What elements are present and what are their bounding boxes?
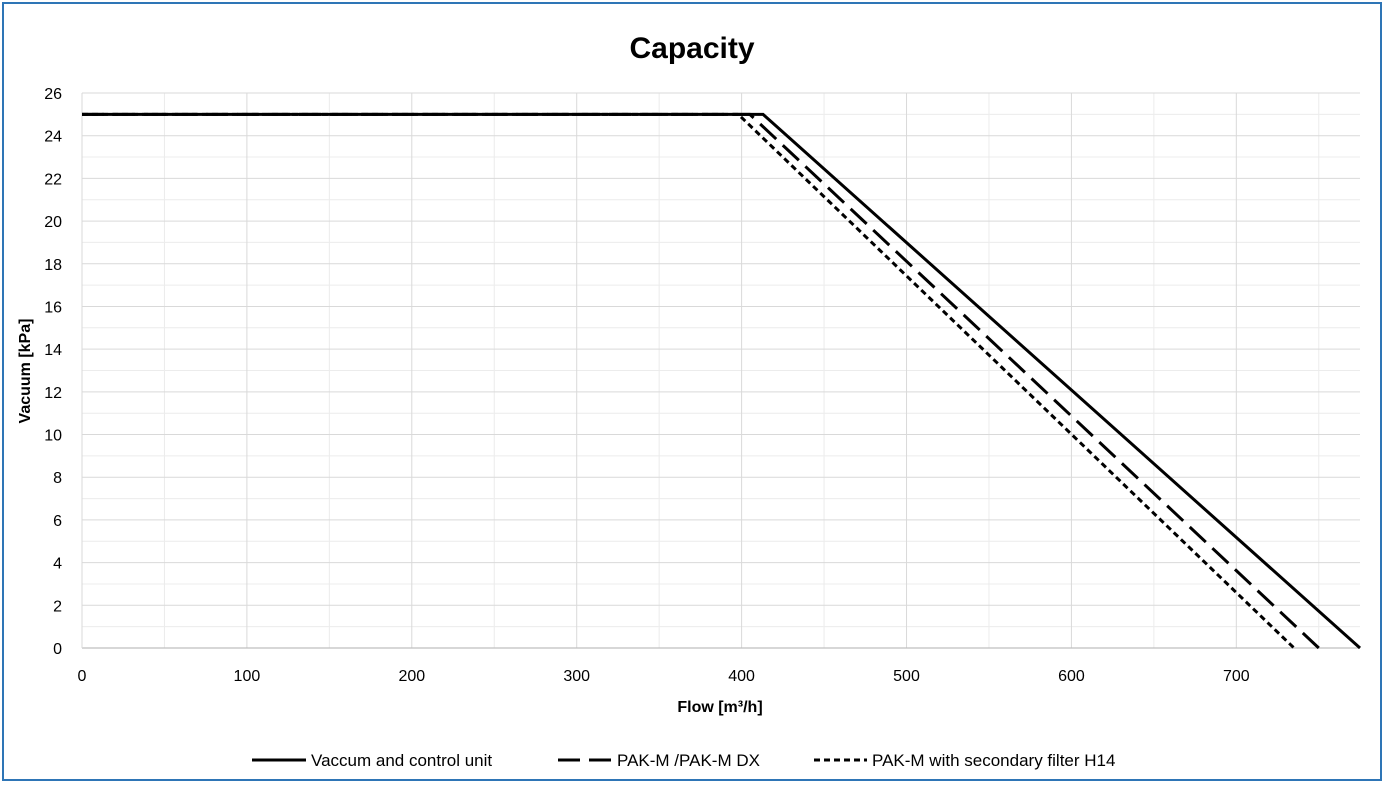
x-tick-label: 400 <box>728 668 755 685</box>
y-tick-label: 8 <box>53 470 62 487</box>
x-tick-label: 300 <box>563 668 590 685</box>
series-line-3 <box>82 112 1296 650</box>
y-tick-label: 12 <box>44 385 62 402</box>
y-tick-label: 26 <box>44 86 62 103</box>
series-line-1 <box>82 112 1361 650</box>
y-tick-label: 0 <box>53 641 62 658</box>
legend: Vaccum and control unit PAK-M /PAK-M DX PA… <box>252 751 1115 770</box>
y-tick-label: 2 <box>53 598 62 615</box>
y-tick-label: 16 <box>44 299 62 316</box>
major-grid <box>82 92 1360 648</box>
y-tick-label: 10 <box>44 428 62 445</box>
y-tick-label: 4 <box>53 556 62 573</box>
y-tick-label: 20 <box>44 214 62 231</box>
x-tick-label: 600 <box>1058 668 1085 685</box>
x-tick-label: 0 <box>78 668 87 685</box>
x-tick-label: 200 <box>398 668 425 685</box>
legend-label-1: Vaccum and control unit <box>311 751 492 770</box>
y-axis-label: Vacuum [kPa] <box>17 319 34 424</box>
series-lines <box>82 112 1361 650</box>
minor-grid <box>82 93 1360 648</box>
x-tick-label: 500 <box>893 668 920 685</box>
x-tick-label: 700 <box>1223 668 1250 685</box>
x-axis-label: Flow [m³/h] <box>677 699 762 716</box>
x-tick-label: 100 <box>234 668 261 685</box>
legend-label-3: PAK-M with secondary filter H14 <box>872 751 1115 770</box>
y-tick-label: 14 <box>44 342 62 359</box>
x-tick-labels: 0 100 200 300 400 500 600 700 <box>78 668 1250 685</box>
axes <box>81 93 1360 649</box>
y-tick-label: 18 <box>44 257 62 274</box>
chart-title: Capacity <box>629 32 754 65</box>
legend-label-2: PAK-M /PAK-M DX <box>617 751 760 770</box>
y-tick-label: 24 <box>44 129 62 146</box>
y-tick-label: 22 <box>44 171 62 188</box>
y-tick-label: 6 <box>53 513 62 530</box>
series-line-2 <box>82 112 1320 650</box>
